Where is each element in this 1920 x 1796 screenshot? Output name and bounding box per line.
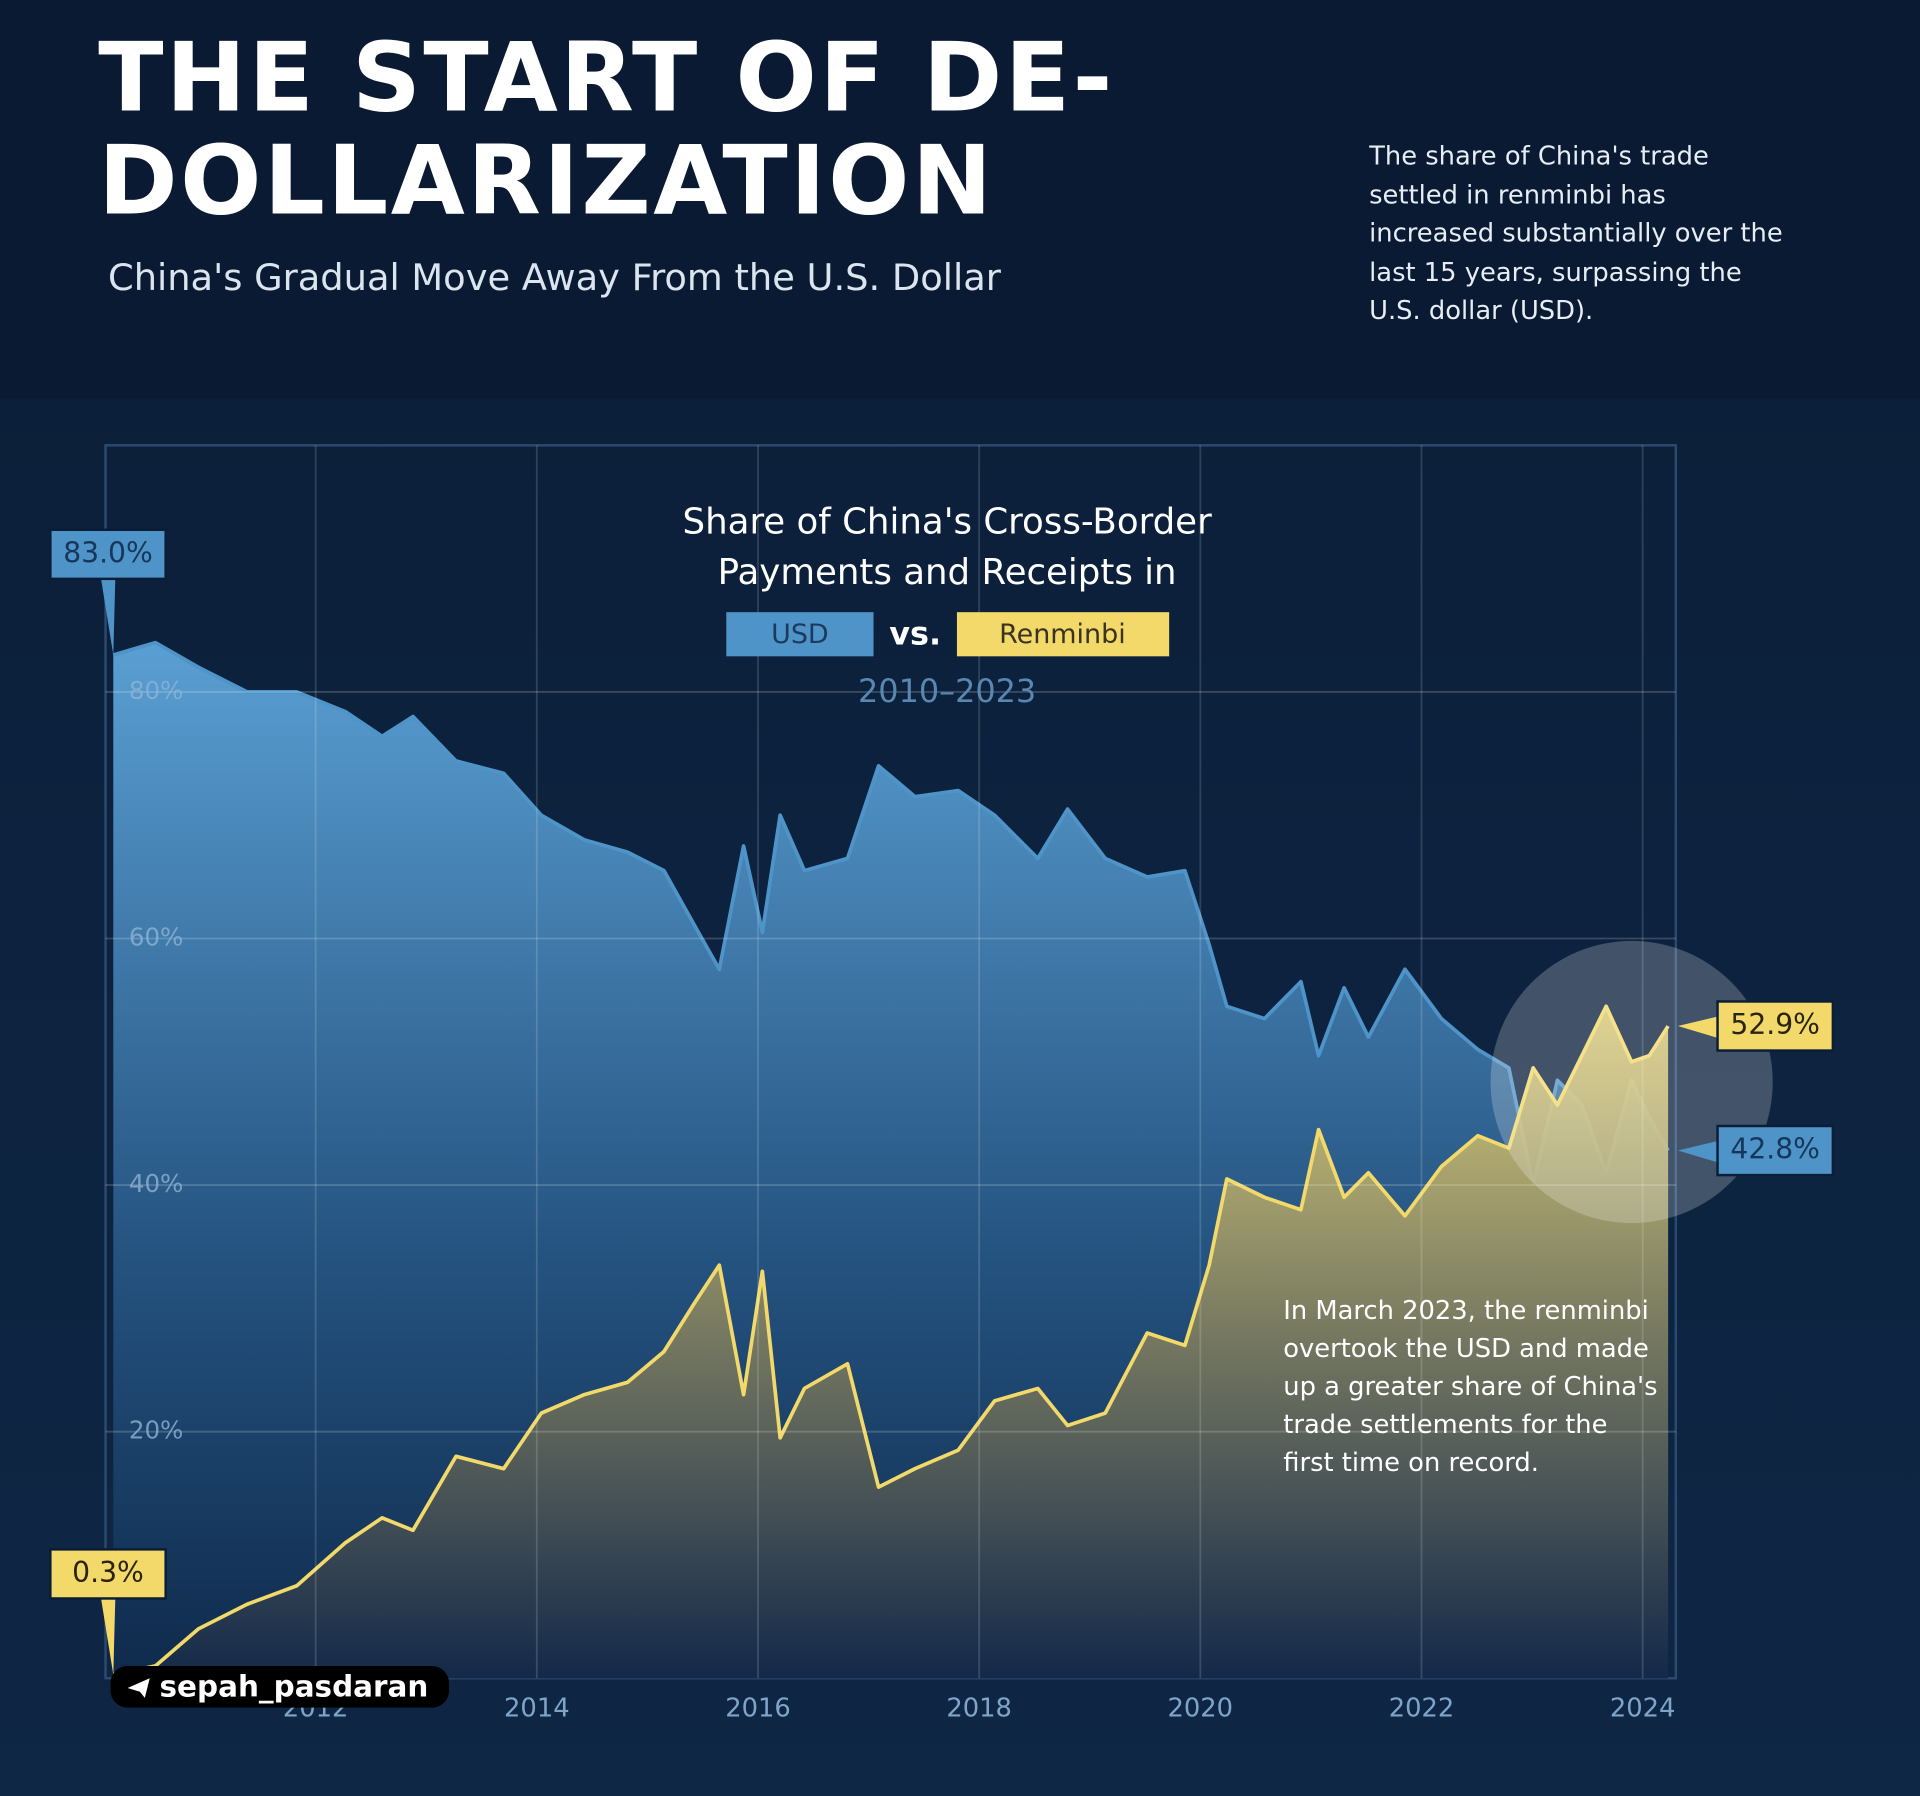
x-tick-label: 2018: [946, 1693, 1012, 1723]
description-box: The share of China's trade settled in re…: [1369, 141, 1783, 326]
legend-label: Renminbi: [999, 619, 1126, 650]
legend-separator: vs.: [889, 614, 941, 652]
y-tick-label: 40%: [129, 1169, 184, 1198]
legend-label: USD: [771, 619, 829, 650]
value-label: 52.9%: [1730, 1008, 1820, 1041]
value-label: 0.3%: [72, 1556, 144, 1589]
subtitle: China's Gradual Move Away From the U.S. …: [108, 256, 1002, 299]
area: [113, 1006, 1669, 1679]
plot: 20%40%60%80%2012 2014 2016 2018 2020 2022 2024: [105, 445, 1676, 1723]
chart-title: Share of China's Cross-Border Payments a…: [682, 500, 1212, 593]
label-pointer: [100, 576, 116, 655]
watermark: sepah_pasdaran: [160, 1670, 429, 1704]
x-tick-label: 2016: [725, 1693, 791, 1723]
title-box: THE START OF DE-DOLLARIZATION: [98, 26, 1115, 237]
watermark-bg: [110, 1665, 450, 1708]
line: [112, 1004, 1670, 1677]
value-label: 42.8%: [1730, 1133, 1820, 1166]
value-label: 83.0%: [63, 536, 153, 569]
x-tick-label: 2022: [1389, 1693, 1455, 1723]
legend-swatch: [726, 612, 874, 657]
value-label-box: [1716, 1000, 1835, 1052]
value-labels: 83.0% 42.8% 0.3% 52.9%: [49, 528, 1835, 1675]
line: [112, 640, 1670, 1187]
label-pointer: [1677, 1016, 1719, 1039]
y-tick-label: 20%: [129, 1416, 184, 1445]
chart-title-box: Share of China's Cross-Border Payments a…: [682, 500, 1212, 593]
description: The share of China's trade settled in re…: [1369, 141, 1783, 326]
value-label-box: [1716, 1124, 1835, 1177]
legend-swatch: [956, 612, 1170, 657]
y-tick-label: 60%: [129, 922, 184, 951]
annotation-box: In March 2023, the renminbi overtook the…: [1283, 1295, 1658, 1478]
highlight-circle: [1490, 940, 1773, 1224]
header-band: [0, 0, 1920, 399]
label-pointer: [100, 1596, 116, 1675]
y-tick-label: 80%: [129, 676, 184, 705]
value-label-box: [49, 528, 167, 581]
x-tick-label: 2020: [1168, 1693, 1234, 1723]
label-pointer: [1677, 1140, 1719, 1163]
x-tick-label: 2014: [504, 1693, 570, 1723]
date-range: 2010–2023: [858, 672, 1036, 710]
title: THE START OF DE-DOLLARIZATION: [98, 26, 1115, 237]
annotation: In March 2023, the renminbi overtook the…: [1283, 1295, 1658, 1478]
watermark-icon: [127, 1678, 150, 1698]
value-label-box: [49, 1548, 167, 1600]
x-tick-label: 2024: [1610, 1693, 1676, 1723]
